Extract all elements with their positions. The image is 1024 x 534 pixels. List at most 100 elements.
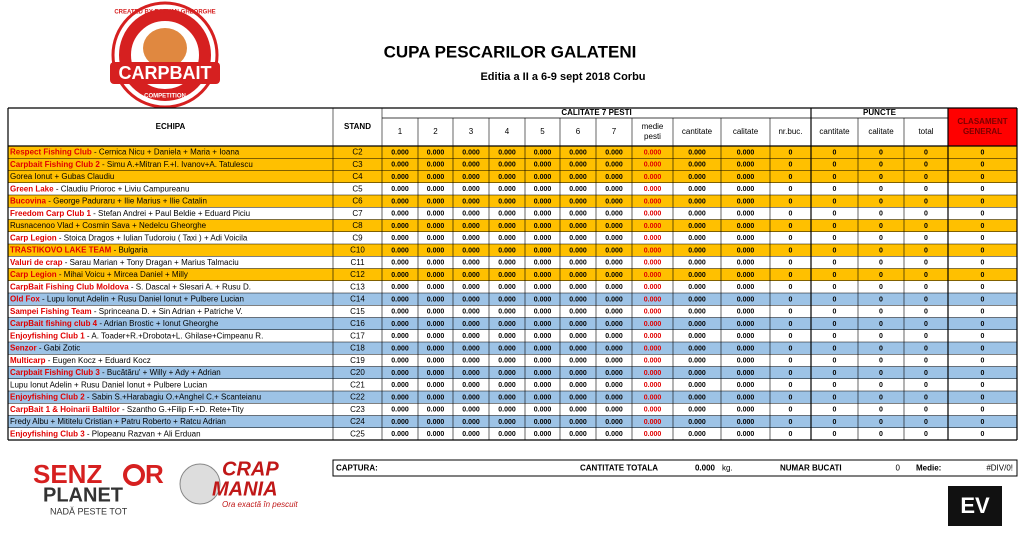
score-cell: 0.000 [498, 223, 516, 230]
score-cell: 0.000 [569, 198, 587, 205]
fish-header: 7 [612, 127, 617, 136]
score-cell: 0.000 [688, 174, 706, 181]
score-cell: 0.000 [427, 431, 445, 438]
score-cell: 0.000 [391, 358, 409, 365]
score-cell: 0 [981, 333, 985, 340]
score-cell: 0.000 [569, 272, 587, 279]
score-cell: 0.000 [737, 419, 755, 426]
score-cell: 0.000 [605, 235, 623, 242]
score-cell: 0.000 [498, 260, 516, 267]
score-cell: 0 [981, 284, 985, 291]
score-cell: 0 [879, 223, 883, 230]
score-cell: 0.000 [498, 247, 516, 254]
row-bg [8, 342, 1017, 355]
score-cell: 0.000 [569, 296, 587, 303]
score-cell: 0.000 [569, 186, 587, 193]
score-cell: 0.000 [462, 333, 480, 340]
crapmania-top: CRAP [222, 458, 279, 480]
row-bg [8, 170, 1017, 183]
score-cell: 0 [789, 260, 793, 267]
score-cell: 0.000 [534, 162, 552, 169]
score-cell: 0.000 [737, 358, 755, 365]
score-cell: 0.000 [498, 296, 516, 303]
stand-cell: C25 [350, 429, 365, 438]
score-cell: 0.000 [498, 198, 516, 205]
score-cell: 0 [981, 186, 985, 193]
score-cell: 0.000 [427, 186, 445, 193]
score-cell: 0.000 [427, 211, 445, 218]
carpbait-logo: CARPBAIT CREATED BY RAZVAN GHEORGHE COMP… [110, 1, 220, 109]
team-cell: CarpBait 1 & Hoinarii Baltilor - Szantho… [10, 405, 244, 414]
team-members: - Plopeanu Razvan + Ali Erduan [87, 429, 201, 438]
score-cell: 0.000 [688, 186, 706, 193]
score-cell: 0.000 [737, 247, 755, 254]
score-cell: 0 [924, 235, 928, 242]
score-cell: 0 [789, 394, 793, 401]
score-cell: 0.000 [391, 272, 409, 279]
total-unit: kg. [722, 464, 733, 473]
score-cell: 0.000 [462, 235, 480, 242]
score-cell: 0.000 [688, 211, 706, 218]
score-cell: 0.000 [688, 333, 706, 340]
row-bg [8, 317, 1017, 330]
score-cell: 0 [833, 272, 837, 279]
score-cell: 0.000 [737, 394, 755, 401]
crapmania-slogan: Ora exactă în pescuit [222, 500, 298, 509]
team-name: Sampei Fishing Team [10, 307, 92, 316]
score-cell: 0.000 [391, 333, 409, 340]
score-cell: 0.000 [427, 174, 445, 181]
score-cell: 0.000 [391, 345, 409, 352]
score-cell: 0 [924, 370, 928, 377]
score-cell: 0 [924, 345, 928, 352]
score-cell: 0.000 [688, 407, 706, 414]
fish-header: 5 [540, 127, 545, 136]
score-cell: 0.000 [605, 358, 623, 365]
score-cell: 0.000 [391, 186, 409, 193]
fish-header: 1 [398, 127, 403, 136]
score-cell: 0.000 [644, 358, 662, 365]
score-cell: 0.000 [569, 247, 587, 254]
team-members: - A. Toader+R.+Drobota+L. Ghilase+Cimpea… [87, 331, 263, 340]
team-members: - Sarau Marian + Tony Dragan + Marius Ta… [65, 258, 239, 267]
score-cell: 0.000 [688, 345, 706, 352]
score-cell: 0 [789, 419, 793, 426]
score-cell: 0 [924, 211, 928, 218]
stand-cell: C22 [350, 393, 365, 402]
row-bg [8, 427, 1017, 440]
team-header: ECHIPA [156, 122, 186, 131]
score-cell: 0.000 [688, 370, 706, 377]
score-cell: 0 [789, 223, 793, 230]
team-cell: TRASTIKOVO LAKE TEAM - Bulgaria [10, 246, 148, 255]
score-cell: 0.000 [569, 394, 587, 401]
row-bg [8, 354, 1017, 367]
score-cell: 0.000 [605, 309, 623, 316]
team-members: - Szantho G.+Filip F.+D. Rete+Tity [122, 405, 244, 414]
team-name: CarpBait fishing club 4 [10, 319, 98, 328]
score-cell: 0.000 [569, 431, 587, 438]
score-cell: 0.000 [644, 407, 662, 414]
score-cell: 0.000 [569, 358, 587, 365]
crapmania-logo: CRAP MANIA Ora exactă în pescuit [179, 458, 298, 509]
score-cell: 0 [981, 358, 985, 365]
score-cell: 0 [833, 149, 837, 156]
fish-header: 2 [433, 127, 438, 136]
score-cell: 0 [924, 149, 928, 156]
score-cell: 0.000 [737, 431, 755, 438]
row-bg [8, 244, 1017, 257]
score-cell: 0.000 [498, 358, 516, 365]
score-cell: 0.000 [427, 309, 445, 316]
score-cell: 0.000 [534, 370, 552, 377]
score-cell: 0 [924, 358, 928, 365]
score-cell: 0.000 [391, 284, 409, 291]
row-bg [8, 268, 1017, 281]
score-cell: 0 [789, 431, 793, 438]
senzor-top: SENZ [33, 459, 102, 489]
score-cell: 0.000 [688, 321, 706, 328]
score-cell: 0.000 [534, 345, 552, 352]
score-cell: 0 [789, 235, 793, 242]
score-cell: 0 [981, 223, 985, 230]
score-cell: 0 [879, 321, 883, 328]
score-cell: 0.000 [737, 296, 755, 303]
score-cell: 0.000 [605, 333, 623, 340]
score-cell: 0.000 [569, 223, 587, 230]
